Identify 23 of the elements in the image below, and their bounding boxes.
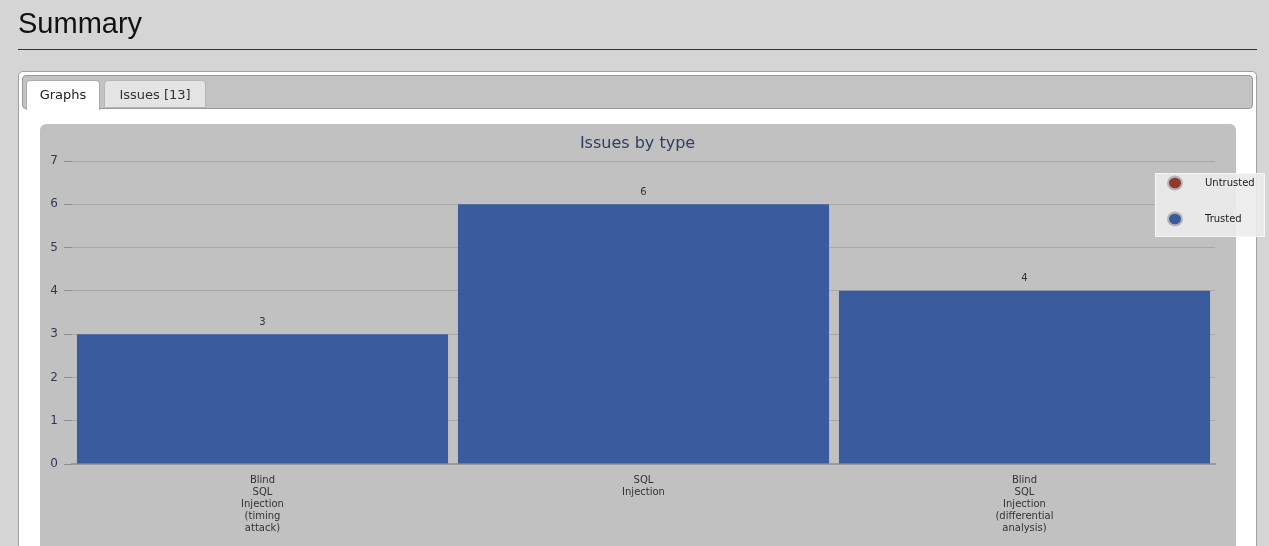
x-tick-label: Blind SQL Injection (differential analysis)	[995, 473, 1054, 533]
bar	[838, 290, 1211, 464]
bar	[76, 334, 449, 464]
data-label: 4	[1021, 272, 1028, 284]
legend-label: Trusted	[1204, 212, 1242, 224]
x-tick-label: SQL Injection	[622, 473, 665, 497]
y-tick-label: 2	[50, 369, 58, 384]
tab[interactable]: Graphs	[26, 80, 100, 110]
y-tick-label: 7	[50, 153, 58, 168]
x-tick-label: Blind SQL Injection (timing attack)	[241, 473, 284, 533]
legend-label: Untrusted	[1205, 176, 1255, 188]
y-tick-label: 5	[50, 239, 58, 254]
y-tick-label: 6	[50, 196, 58, 211]
data-label: 6	[640, 185, 647, 197]
y-tick-label: 4	[50, 282, 58, 297]
text: Summary	[18, 6, 143, 40]
y-tick-label: 1	[50, 412, 58, 427]
data-label: 3	[259, 315, 266, 327]
bar	[457, 204, 830, 464]
y-tick-label: 3	[50, 326, 58, 341]
chart-title: Issues by type	[579, 133, 696, 153]
tab[interactable]: Issues [13]	[104, 80, 206, 108]
y-tick-label: 0	[50, 456, 58, 471]
